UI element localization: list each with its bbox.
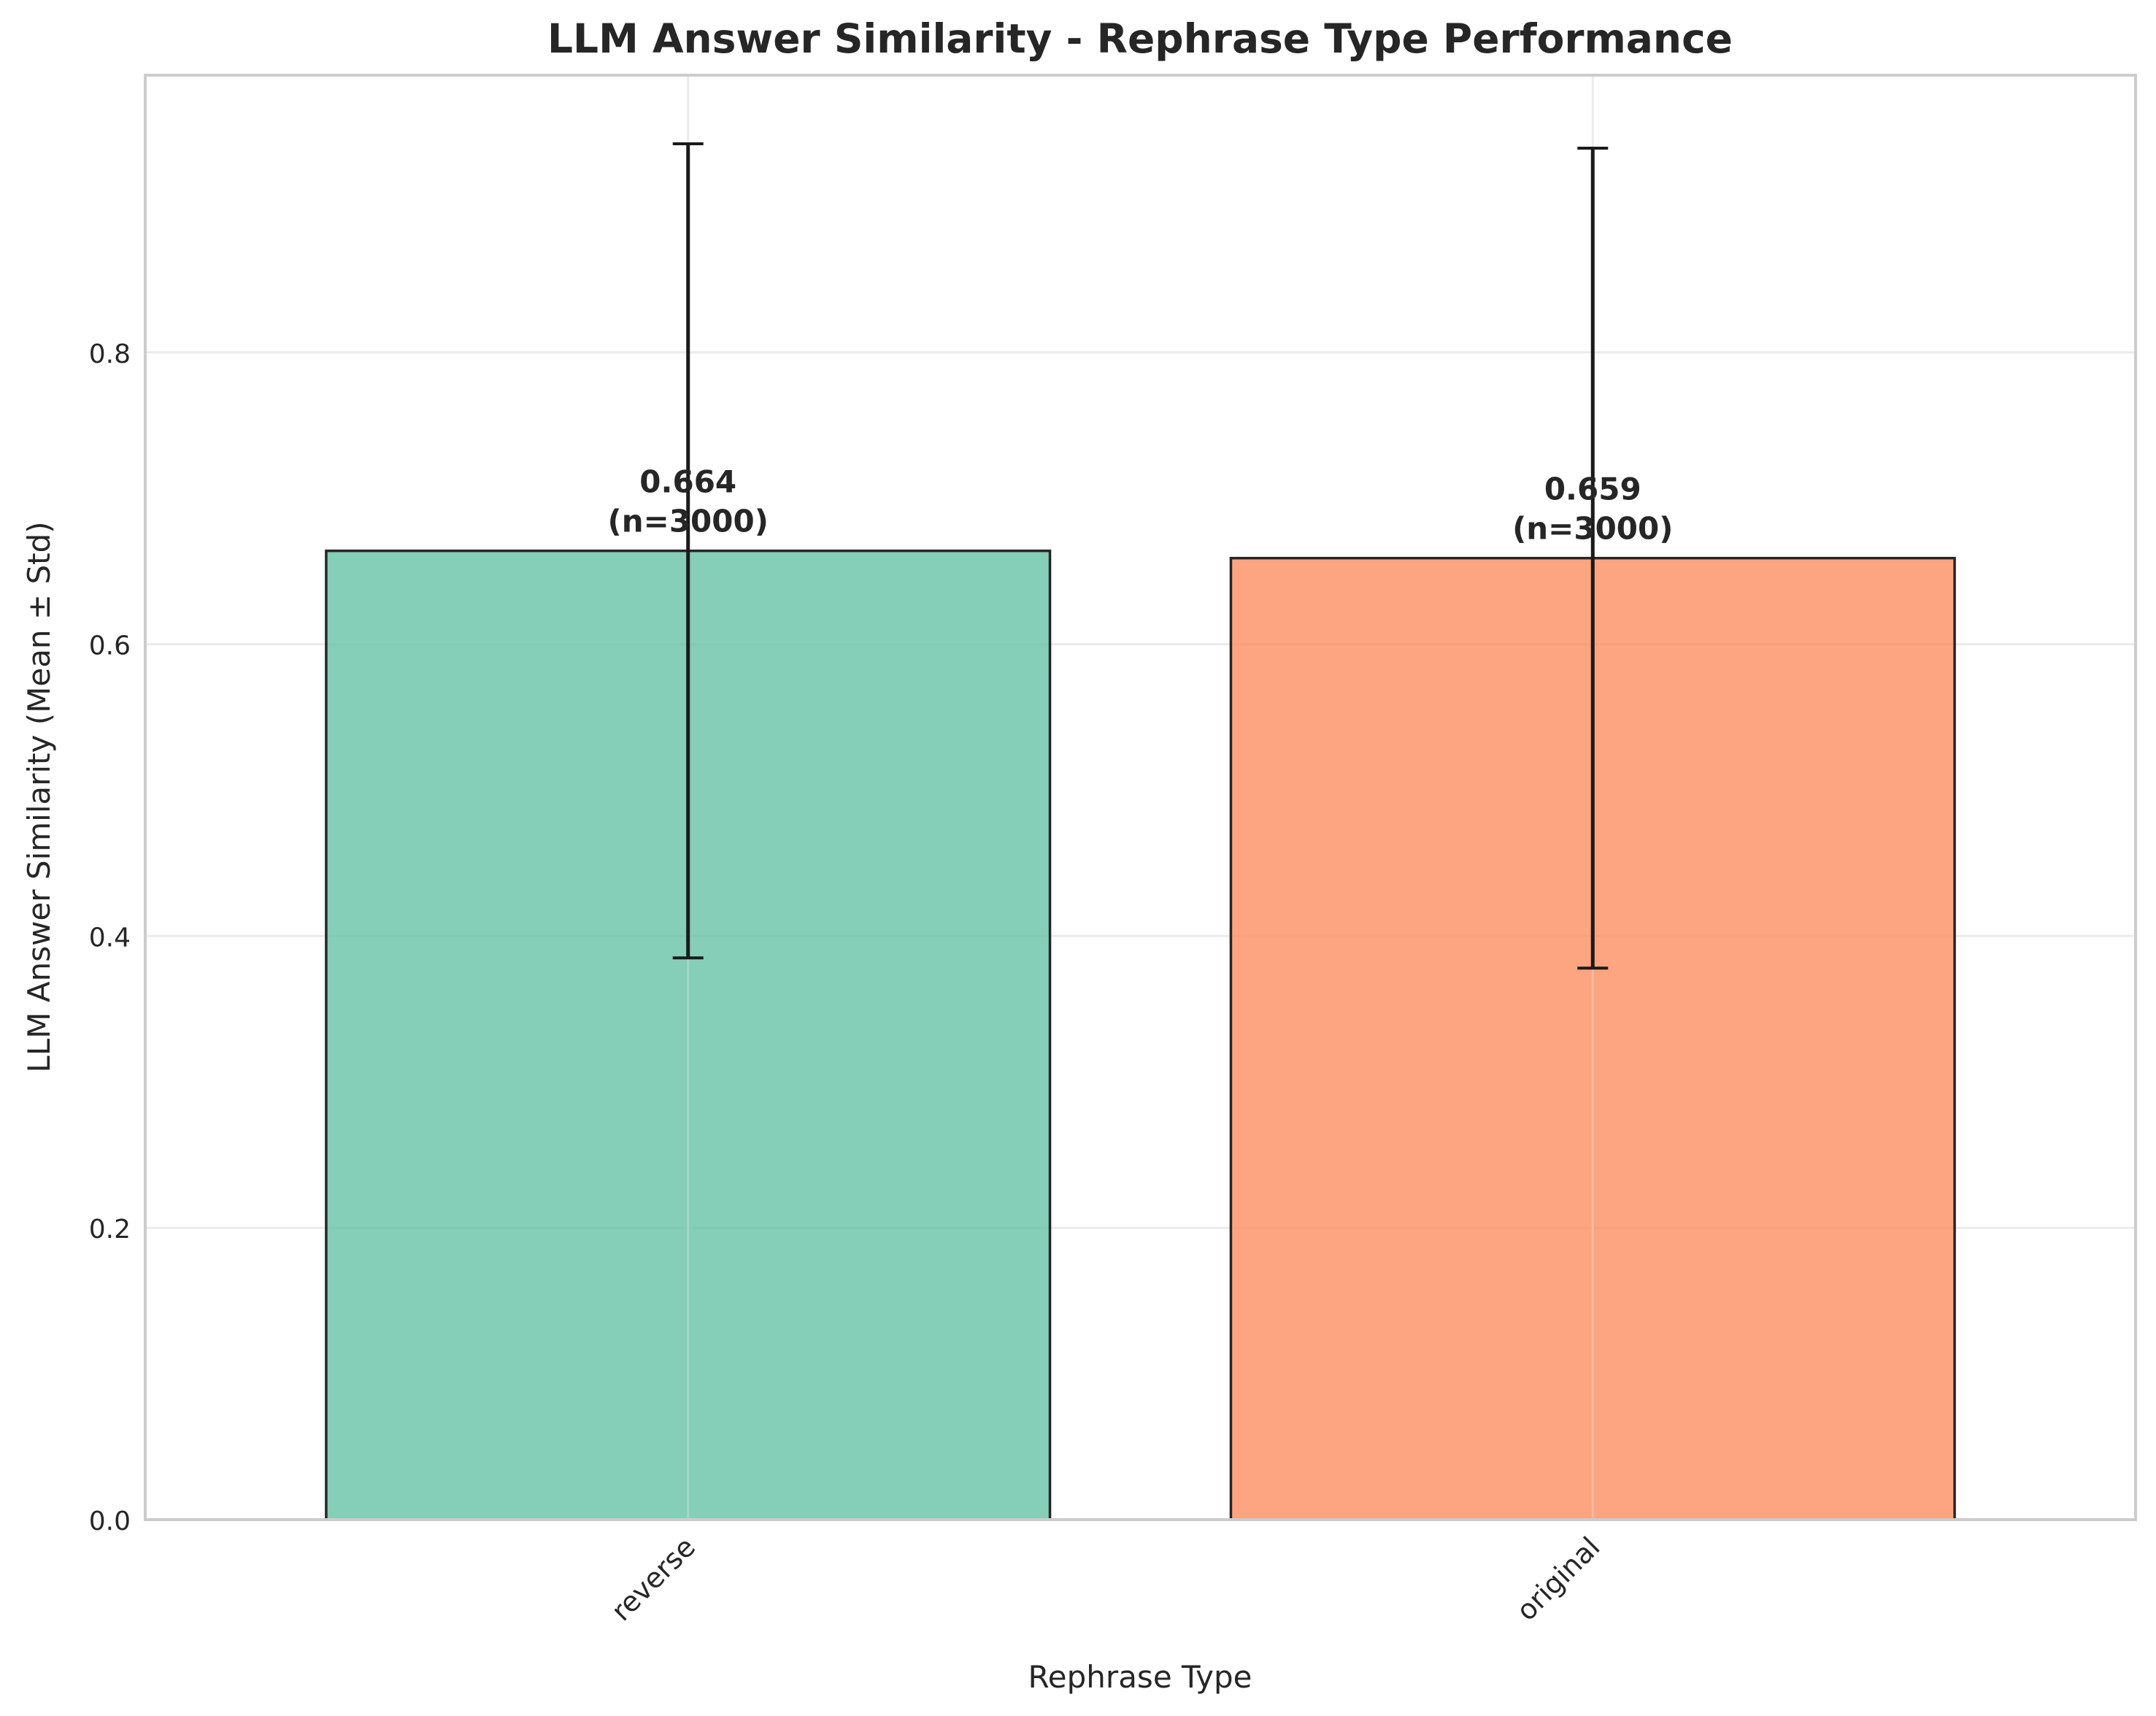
error-bar-original <box>1577 146 1609 970</box>
y-ticks: 0.0 0.2 0.4 0.6 0.8 <box>89 339 131 1536</box>
error-bars <box>672 142 1609 970</box>
y-axis-label: LLM Answer Similarity (Mean ± Std) <box>21 521 57 1072</box>
data-labels: 0.664 (n=3000) 0.659 (n=3000) <box>608 464 1674 547</box>
y-tick-label: 0.0 <box>89 1507 131 1536</box>
x-axis-label: Rephrase Type <box>1028 1659 1252 1695</box>
y-tick-label: 0.4 <box>89 923 131 953</box>
bar-value-label: 0.659 <box>1544 472 1641 507</box>
y-tick-label: 0.2 <box>89 1215 131 1244</box>
plot-frame <box>144 74 2137 1521</box>
y-tick-label: 0.8 <box>89 339 131 369</box>
bar-count-label: (n=3000) <box>608 504 769 539</box>
error-bar-reverse <box>672 142 704 960</box>
bar-count-label: (n=3000) <box>1512 511 1673 547</box>
bar-value-label: 0.664 <box>639 464 736 500</box>
chart-title: LLM Answer Similarity - Rephrase Type Pe… <box>547 15 1733 62</box>
y-tick-label: 0.6 <box>89 631 131 661</box>
